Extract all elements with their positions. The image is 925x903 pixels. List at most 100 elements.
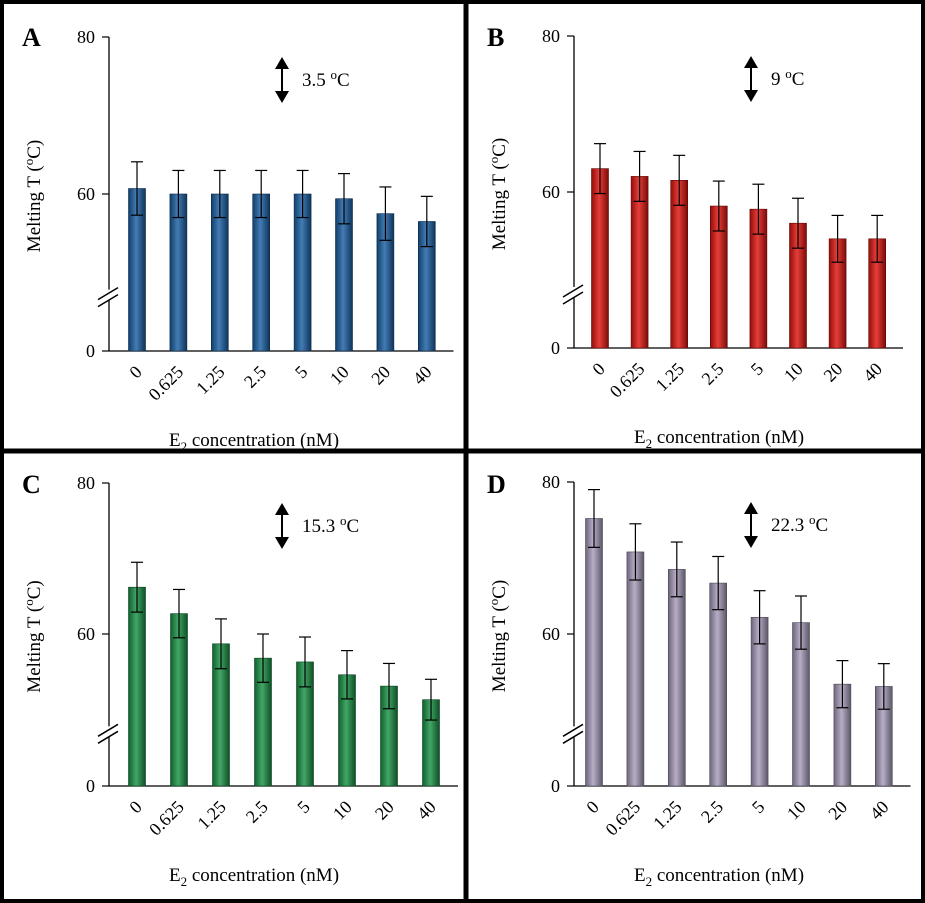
x-tick-label: 20 bbox=[371, 797, 398, 824]
delta-sup: o bbox=[785, 66, 792, 81]
x-tick-label: 0.625 bbox=[145, 797, 188, 840]
x-tick-label: 20 bbox=[820, 359, 847, 386]
x-tick-label: 5 bbox=[293, 797, 314, 818]
x-axis-title-main: E bbox=[634, 427, 646, 448]
delta-value: 15.3 bbox=[302, 516, 340, 537]
bar bbox=[668, 569, 686, 787]
bar bbox=[709, 582, 727, 787]
y-axis-title-end: C) bbox=[489, 138, 510, 157]
y-axis-title-end: C) bbox=[24, 140, 45, 159]
x-axis-title-sub: 2 bbox=[181, 439, 188, 454]
x-tick-label: 1.25 bbox=[652, 359, 688, 395]
bar bbox=[585, 518, 603, 787]
y-tick-label: 80 bbox=[77, 27, 95, 47]
x-tick-label: 40 bbox=[866, 797, 893, 824]
axis-break-mark bbox=[562, 284, 584, 298]
x-tick-label: 40 bbox=[859, 359, 886, 386]
delta-unit: C bbox=[337, 70, 350, 91]
x-axis-title-sub: 2 bbox=[646, 436, 653, 451]
bar bbox=[591, 168, 609, 349]
x-tick-label: 0 bbox=[588, 359, 609, 380]
axis-break-mark bbox=[97, 286, 119, 301]
arrow-up-icon bbox=[275, 57, 289, 69]
y-tick-label: 0 bbox=[86, 341, 95, 361]
bar bbox=[626, 551, 645, 787]
x-tick-label: 2.5 bbox=[698, 359, 728, 389]
y-tick-label: 60 bbox=[542, 182, 560, 202]
x-tick-label: 40 bbox=[413, 797, 440, 824]
panel-label: B bbox=[487, 23, 504, 52]
axis-break-gap bbox=[99, 726, 119, 737]
delta-sup: o bbox=[809, 512, 816, 527]
x-tick-label: 2.5 bbox=[240, 362, 270, 392]
y-axis-title: Melting T (oC) bbox=[21, 140, 45, 252]
x-axis-title: E2 concentration (nM) bbox=[634, 865, 804, 889]
y-axis-title: Melting T (oC) bbox=[21, 580, 45, 692]
arrow-up-icon bbox=[275, 503, 289, 515]
x-tick-label: 5 bbox=[291, 362, 312, 383]
x-axis-title: E2 concentration (nM) bbox=[169, 430, 339, 454]
y-tick-label: 0 bbox=[551, 776, 560, 796]
arrow-up-icon bbox=[744, 502, 758, 514]
x-axis-title-end: concentration (nM) bbox=[187, 865, 339, 886]
bar bbox=[630, 176, 649, 349]
y-axis-title-sup: o bbox=[21, 599, 36, 606]
x-tick-label: 2.5 bbox=[242, 797, 272, 827]
axis-break-mark bbox=[97, 723, 119, 737]
y-tick-label: 80 bbox=[542, 26, 560, 46]
arrow-down-icon bbox=[744, 536, 758, 548]
delta-unit: C bbox=[816, 515, 829, 536]
axis-break-mark bbox=[562, 730, 584, 744]
y-tick-label: 0 bbox=[86, 776, 95, 796]
x-axis-title-main: E bbox=[169, 430, 181, 451]
axis-break-mark bbox=[562, 723, 584, 737]
y-axis-title-end: C) bbox=[24, 580, 45, 599]
x-tick-label: 5 bbox=[747, 359, 768, 380]
y-tick-label: 60 bbox=[77, 624, 95, 644]
x-tick-label: 10 bbox=[783, 797, 810, 824]
x-axis-title-main: E bbox=[169, 865, 181, 886]
x-axis-title-sub: 2 bbox=[646, 874, 653, 889]
arrow-down-icon bbox=[275, 537, 289, 549]
x-tick-label: 0.625 bbox=[606, 359, 649, 402]
delta-sup: o bbox=[340, 513, 347, 528]
bar bbox=[128, 586, 146, 787]
y-axis-title-text: Melting T ( bbox=[24, 606, 45, 693]
arrow-up-icon bbox=[744, 56, 758, 68]
x-tick-label: 2.5 bbox=[697, 797, 727, 827]
bar bbox=[170, 613, 188, 787]
y-axis-title: Melting T (oC) bbox=[486, 580, 510, 692]
y-tick-label: 60 bbox=[542, 624, 560, 644]
y-axis-title-sup: o bbox=[486, 599, 501, 606]
axis-break-gap bbox=[564, 726, 584, 737]
delta-sup: o bbox=[331, 67, 338, 82]
x-axis-title-end: concentration (nM) bbox=[652, 865, 804, 886]
y-axis-title-sup: o bbox=[21, 159, 36, 166]
axis-break-mark bbox=[562, 291, 584, 305]
y-axis-title-text: Melting T ( bbox=[489, 163, 510, 250]
axis-break-gap bbox=[99, 289, 119, 300]
x-tick-label: 1.25 bbox=[192, 362, 228, 398]
x-tick-label: 20 bbox=[824, 797, 851, 824]
y-axis-title-text: Melting T ( bbox=[24, 165, 45, 252]
x-tick-label: 20 bbox=[367, 362, 394, 389]
panel-label: C bbox=[22, 470, 41, 499]
delta-value: 22.3 bbox=[771, 515, 809, 536]
y-tick-label: 80 bbox=[542, 472, 560, 492]
x-tick-label: 0.625 bbox=[601, 797, 644, 840]
delta-value: 9 bbox=[771, 69, 785, 90]
x-axis-title-main: E bbox=[634, 865, 646, 886]
delta-annotation: 9 oC bbox=[771, 66, 804, 90]
axis-break-gap bbox=[564, 286, 584, 297]
delta-annotation: 15.3 oC bbox=[302, 513, 359, 537]
x-axis-title: E2 concentration (nM) bbox=[169, 865, 339, 889]
x-tick-label: 5 bbox=[748, 797, 769, 818]
y-tick-label: 80 bbox=[77, 473, 95, 493]
delta-annotation: 22.3 oC bbox=[771, 512, 828, 536]
delta-annotation: 3.5 oC bbox=[302, 67, 350, 91]
